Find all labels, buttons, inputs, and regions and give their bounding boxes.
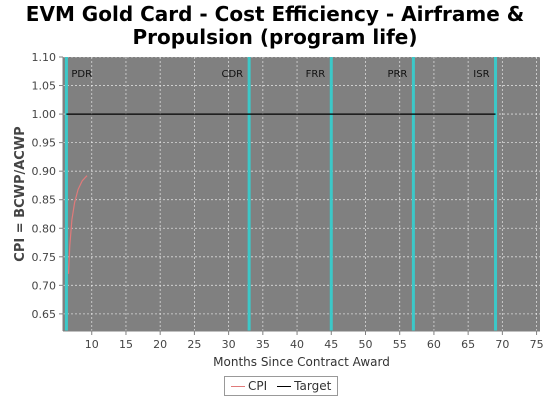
x-tick-label: 65 <box>461 338 475 351</box>
x-tick-label: 50 <box>358 338 372 351</box>
y-tick-label: 0.95 <box>32 137 57 150</box>
x-tick-label: 25 <box>187 338 201 351</box>
x-tick-label: 35 <box>256 338 270 351</box>
x-tick-label: 70 <box>495 338 509 351</box>
legend: CPI Target <box>224 376 339 396</box>
y-tick-label: 1.10 <box>32 51 57 64</box>
x-axis-label: Months Since Contract Award <box>213 355 390 369</box>
y-tick-label: 0.80 <box>32 222 57 235</box>
x-tick-label: 40 <box>290 338 304 351</box>
chart-title-line-1: EVM Gold Card - Cost Efficiency - Airfra… <box>25 2 525 26</box>
y-axis-label: CPI = BCWP/ACWP <box>13 126 28 261</box>
x-tick-label: 55 <box>393 338 407 351</box>
x-tick-label: 10 <box>85 338 99 351</box>
x-tick-label: 75 <box>530 338 544 351</box>
x-tick-label: 60 <box>427 338 441 351</box>
milestone-label: PDR <box>71 69 92 80</box>
milestone-label: ISR <box>473 69 489 80</box>
y-tick-label: 0.75 <box>32 251 57 264</box>
milestone-label: CDR <box>222 69 244 80</box>
series-lines <box>66 113 496 274</box>
legend-label-target: Target <box>294 379 332 393</box>
x-tick-label: 15 <box>119 338 133 351</box>
y-tick-label: 0.70 <box>32 279 57 292</box>
milestone-label: FRR <box>306 69 326 80</box>
x-tick-label: 20 <box>153 338 167 351</box>
x-tick-label: 45 <box>324 338 338 351</box>
legend-swatch-cpi <box>231 385 245 387</box>
series-line-cpi <box>67 175 88 274</box>
milestone-lines: PDR CDR FRR PRR ISR <box>64 57 498 331</box>
legend-item-target: Target <box>277 379 331 393</box>
chart-title: EVM Gold Card - Cost Efficiency - Airfra… <box>0 3 550 49</box>
chart-title-line-2: Propulsion (program life) <box>132 25 418 49</box>
legend-item-cpi: CPI <box>231 379 267 393</box>
x-tick-label: 30 <box>222 338 236 351</box>
y-tick-label: 0.85 <box>32 194 57 207</box>
legend-label-cpi: CPI <box>248 379 268 393</box>
axes: 10 15 20 25 30 35 40 45 50 55 60 65 70 75 0.65 0.70 0.75… <box>32 51 544 351</box>
legend-swatch-target <box>277 385 292 387</box>
y-tick-label: 0.65 <box>32 308 57 321</box>
milestone-label: PRR <box>387 69 407 80</box>
chart-svg: PDR CDR FRR PRR ISR 10 15 20 25 30 35 40 45 50 55 60 65… <box>13 51 544 369</box>
y-tick-label: 1.05 <box>32 80 57 93</box>
y-tick-label: 0.90 <box>32 165 57 178</box>
y-tick-label: 1.00 <box>32 108 57 121</box>
